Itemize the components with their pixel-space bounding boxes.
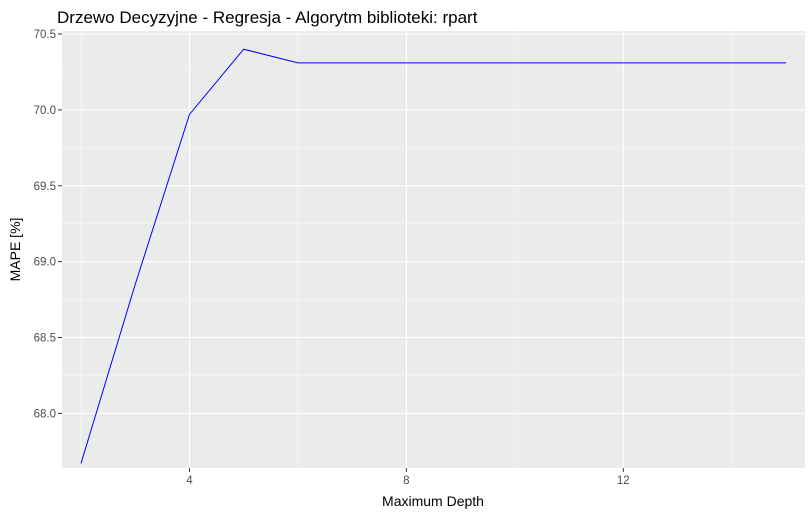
x-tick-label: 12 (617, 475, 630, 487)
y-tick-label: 70.0 (34, 105, 56, 117)
x-axis-title: Maximum Depth (382, 493, 484, 509)
y-axis-title: MAPE [%] (7, 218, 23, 282)
y-tick-label: 68.5 (34, 333, 56, 345)
x-tick-label: 4 (186, 475, 193, 487)
chart-title: Drzewo Decyzyjne - Regresja - Algorytm b… (57, 8, 478, 27)
minor-gridlines (62, 31, 805, 468)
series-line (80, 48, 787, 464)
major-gridlines (62, 31, 805, 468)
x-axis: 4 8 12 (186, 468, 630, 487)
y-tick-label: 69.0 (34, 257, 56, 269)
y-tick-label: 70.5 (34, 29, 56, 41)
y-tick-label: 69.5 (34, 181, 56, 193)
plot-panel (62, 31, 805, 468)
y-tick-label: 68.0 (34, 408, 56, 420)
y-axis: 68.0 68.5 69.0 69.5 70.0 70.5 (34, 29, 62, 420)
x-tick-label: 8 (403, 475, 409, 487)
series-layer (80, 48, 787, 464)
